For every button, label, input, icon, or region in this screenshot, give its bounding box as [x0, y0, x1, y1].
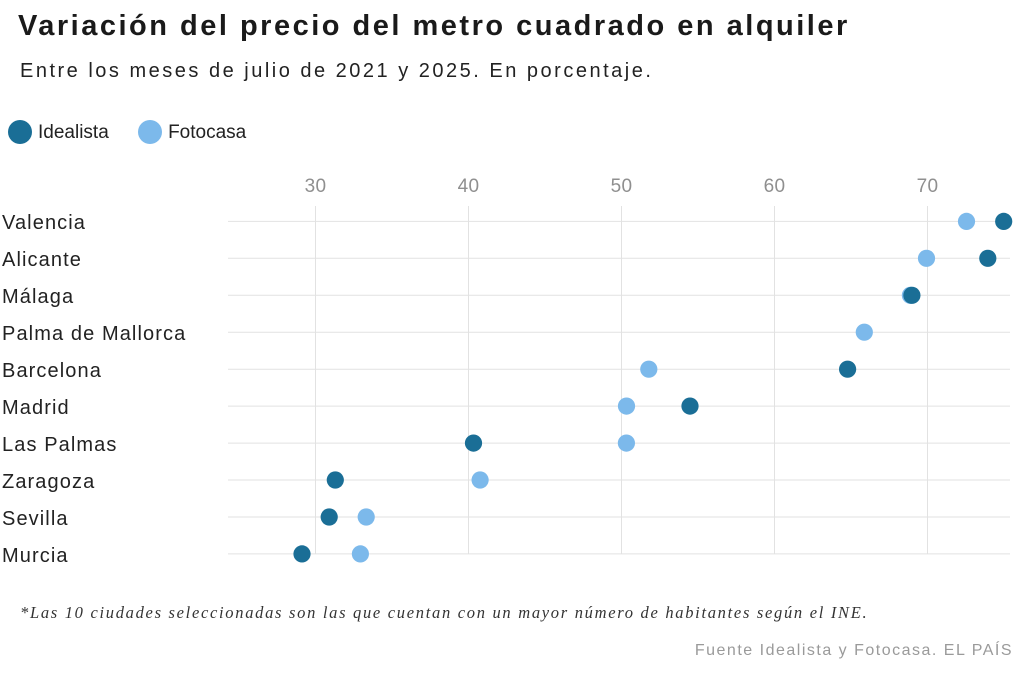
svg-text:30: 30	[305, 176, 327, 197]
svg-text:40: 40	[458, 176, 480, 197]
svg-text:50: 50	[611, 176, 633, 197]
svg-text:70: 70	[917, 176, 939, 197]
svg-text:60: 60	[764, 176, 786, 197]
